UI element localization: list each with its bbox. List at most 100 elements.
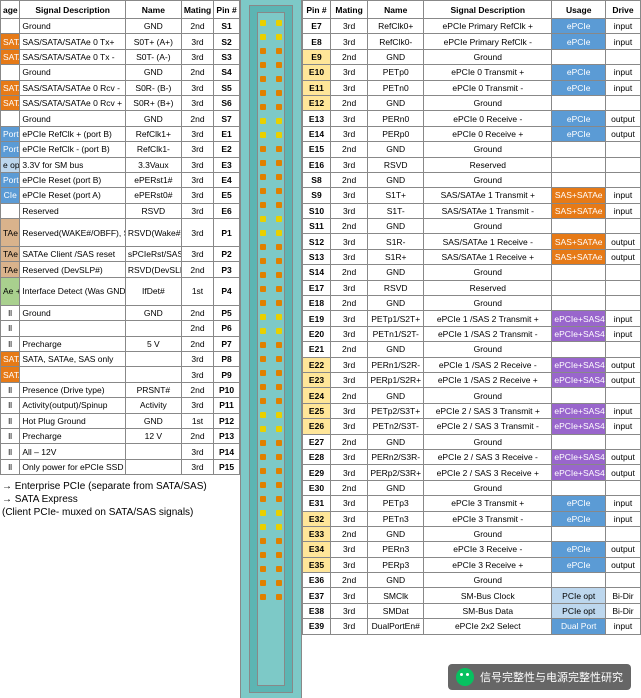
left-row: GroundGND2ndS7 xyxy=(1,111,240,126)
right-row: E233rdPERp1/S2R+ePCIe 1 /SAS 2 Receive +… xyxy=(303,372,641,387)
right-row: E253rdPETp2/S3T+ePCIe 2 / SAS 3 Transmit… xyxy=(303,403,641,418)
desc-cell: ePCIe RefClk + (port B) xyxy=(20,126,126,141)
desc-cell: Ground xyxy=(424,172,552,187)
mating-cell: 2nd xyxy=(330,573,367,588)
usage-cell xyxy=(552,265,606,280)
right-row: S123rdS1R-SAS/SATAe 1 Receive -SAS+SATAe… xyxy=(303,234,641,249)
name-cell: GND xyxy=(368,172,424,187)
name-cell xyxy=(125,459,181,474)
desc-cell: ePCIe 2x2 Select xyxy=(424,619,552,634)
desc-cell: SAS/SATA/SATAe 0 Tx+ xyxy=(20,34,126,49)
mating-cell: 2nd xyxy=(330,49,367,64)
mating-cell: 3rd xyxy=(181,80,213,95)
mating-cell: 3rd xyxy=(330,311,367,326)
name-cell: GND xyxy=(368,265,424,280)
usage-cell: ePCIe xyxy=(552,65,606,80)
usage-cell: ePCIe+SAS4 xyxy=(552,311,606,326)
usage-cell: ePCIe xyxy=(552,542,606,557)
mating-cell: 2nd xyxy=(181,262,213,277)
mating-cell: 3rd xyxy=(330,19,367,34)
drive-cell xyxy=(606,265,641,280)
name-cell: RefClk1- xyxy=(125,142,181,157)
name-cell: GND xyxy=(368,480,424,495)
right-row: E122ndGNDGround xyxy=(303,95,641,110)
drive-cell xyxy=(606,480,641,495)
usage-cell xyxy=(552,157,606,172)
usage-cell xyxy=(552,296,606,311)
right-row: E323rdPETn3ePCIe 3 Transmit -ePCIeinput xyxy=(303,511,641,526)
name-cell: S1T+ xyxy=(368,188,424,203)
left-row: PortePCIe RefClk + (port B)RefClk1+3rdE1 xyxy=(1,126,240,141)
right-row: E182ndGNDGround xyxy=(303,296,641,311)
desc-cell: ePCIe 0 Transmit - xyxy=(424,80,552,95)
name-cell: S0T- (A-) xyxy=(125,49,181,64)
pin-cell: P3 xyxy=(214,262,240,277)
usage-cell xyxy=(1,65,20,80)
name-cell: PETn3 xyxy=(368,511,424,526)
desc-cell: SAS/SATAe 1 Receive + xyxy=(424,249,552,264)
left-row: TAeReserved (DevSLP#)RSVD(DevSLP#)2ndP3 xyxy=(1,262,240,277)
usage-cell xyxy=(552,342,606,357)
right-row: E203rdPETn1/S2T-ePCIe 1 /SAS 2 Transmit … xyxy=(303,326,641,341)
pin-cell: E8 xyxy=(303,34,331,49)
name-cell: GND xyxy=(125,413,181,428)
name-cell: PETn2/S3T- xyxy=(368,419,424,434)
desc-cell: SATAe Client /SAS reset xyxy=(20,247,126,262)
desc-cell: ePCIe 1 /SAS 2 Receive - xyxy=(424,357,552,372)
desc-cell xyxy=(20,367,126,382)
usage-cell: ePCIe xyxy=(552,126,606,141)
desc-cell: Ground xyxy=(424,142,552,157)
pin-cell: P15 xyxy=(214,459,240,474)
name-cell xyxy=(125,352,181,367)
usage-cell xyxy=(552,434,606,449)
desc-cell: SAS/SATA/SATAe 0 Tx - xyxy=(20,49,126,64)
mating-cell: 2nd xyxy=(330,526,367,541)
desc-cell: SM-Bus Data xyxy=(424,603,552,618)
mating-cell: 3rd xyxy=(330,588,367,603)
pin-cell: S5 xyxy=(214,80,240,95)
pin-cell: E33 xyxy=(303,526,331,541)
desc-cell: Reserved(WAKE#/OBFF), SASAct2 xyxy=(20,219,126,247)
left-row: Ae + CIeInterface Detect (Was GND-precha… xyxy=(1,277,240,305)
left-row: e opt3.3V for SM bus3.3Vaux3rdE3 xyxy=(1,157,240,172)
left-row: GroundGND2ndS1 xyxy=(1,19,240,34)
mating-cell: 3rd xyxy=(181,459,213,474)
pin-cell: S6 xyxy=(214,95,240,110)
mating-cell: 3rd xyxy=(181,172,213,187)
name-cell: S0T+ (A+) xyxy=(125,34,181,49)
right-row: E332ndGNDGround xyxy=(303,526,641,541)
left-table-panel: ageSignal DescriptionNameMatingPin # Gro… xyxy=(0,0,240,698)
name-cell: GND xyxy=(368,142,424,157)
usage-cell: SAS+SATAe xyxy=(552,188,606,203)
usage-cell: ll xyxy=(1,382,20,397)
pin-cell: P10 xyxy=(214,382,240,397)
usage-cell: SAS+SATAe xyxy=(552,234,606,249)
name-cell: 3.3Vaux xyxy=(125,157,181,172)
pin-cell: P6 xyxy=(214,321,240,336)
drive-cell: output xyxy=(606,557,641,572)
usage-cell xyxy=(552,280,606,295)
desc-cell: Ground xyxy=(424,388,552,403)
left-header-3: Mating xyxy=(181,1,213,19)
pin-cell: E29 xyxy=(303,465,331,480)
usage-cell: ll xyxy=(1,305,20,320)
pin-cell: S10 xyxy=(303,203,331,218)
pin-cell: E19 xyxy=(303,311,331,326)
drive-cell: input xyxy=(606,34,641,49)
usage-cell: ePCIe xyxy=(552,496,606,511)
name-cell: IfDet# xyxy=(125,277,181,305)
pin-cell: S11 xyxy=(303,219,331,234)
right-row: S103rdS1T-SAS/SATAe 1 Transmit -SAS+SATA… xyxy=(303,203,641,218)
pin-cell: E30 xyxy=(303,480,331,495)
pin-cell: E34 xyxy=(303,542,331,557)
note-line: (Client PCIe- muxed on SATA/SAS signals) xyxy=(2,507,238,518)
name-cell: SMClk xyxy=(368,588,424,603)
mating-cell: 2nd xyxy=(330,95,367,110)
usage-cell xyxy=(552,95,606,110)
desc-cell: ePCIe 0 Receive - xyxy=(424,111,552,126)
right-header-3: Signal Description xyxy=(424,1,552,19)
usage-cell: ePCIe+SAS4 xyxy=(552,357,606,372)
right-header-1: Mating xyxy=(330,1,367,19)
pin-cell: E23 xyxy=(303,372,331,387)
usage-cell: e opt xyxy=(1,157,20,172)
